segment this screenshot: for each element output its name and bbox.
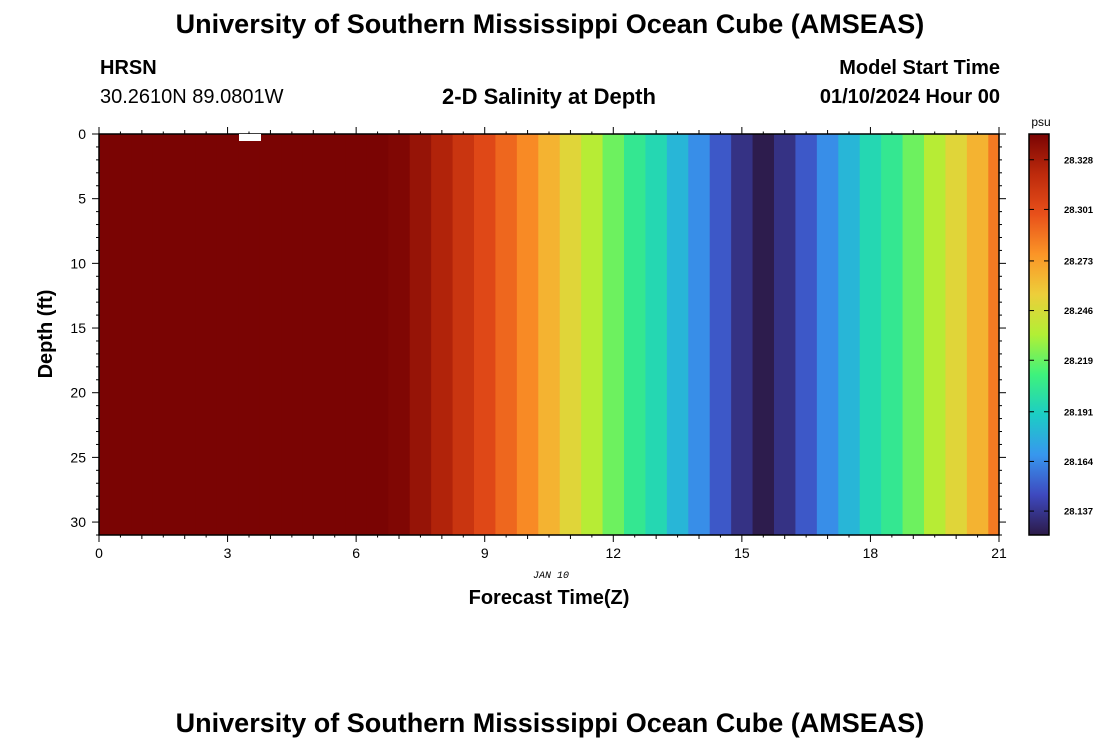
y-axis-label: Depth (ft) bbox=[35, 290, 57, 379]
heatmap-cell bbox=[602, 134, 625, 535]
heatmap-cell bbox=[495, 134, 518, 535]
heatmap-cell bbox=[902, 134, 925, 535]
heatmap-cell bbox=[345, 134, 368, 535]
heatmap-cell bbox=[538, 134, 561, 535]
heatmap-cell bbox=[409, 134, 432, 535]
x-tick-label: 9 bbox=[481, 545, 489, 561]
heatmap-cell bbox=[109, 134, 132, 535]
heatmap-cell bbox=[388, 134, 411, 535]
y-tick-label: 20 bbox=[70, 385, 86, 401]
model-start-label: Model Start Time bbox=[839, 57, 1000, 79]
heatmap-cell bbox=[474, 134, 497, 535]
x-tick-label: 0 bbox=[95, 545, 103, 561]
x-tick-label: 15 bbox=[734, 545, 750, 561]
colorbar-unit: psu bbox=[1031, 115, 1050, 129]
heatmap-cell bbox=[645, 134, 668, 535]
heatmap-cell bbox=[709, 134, 732, 535]
heatmap-cell bbox=[688, 134, 711, 535]
heatmap-cell bbox=[452, 134, 475, 535]
heatmap-cell bbox=[731, 134, 754, 535]
heatmap-cell bbox=[174, 134, 197, 535]
x-tick-label: 12 bbox=[605, 545, 621, 561]
heatmap-cell bbox=[924, 134, 947, 535]
chart-subtitle: 2-D Salinity at Depth bbox=[442, 84, 656, 109]
heatmap-cell bbox=[881, 134, 904, 535]
colorbar-tick-label: 28.301 bbox=[1064, 205, 1094, 216]
colorbar-frame bbox=[1028, 133, 1050, 536]
colorbar-tick-label: 28.219 bbox=[1064, 356, 1093, 367]
heatmap-cell bbox=[259, 134, 282, 535]
heatmap-cell bbox=[366, 134, 389, 535]
x-axis-label: Forecast Time(Z) bbox=[469, 587, 630, 609]
y-tick-label: 15 bbox=[70, 320, 86, 336]
heatmap-cell bbox=[302, 134, 325, 535]
heatmap-cells bbox=[99, 134, 1000, 535]
heatmap-cell bbox=[752, 134, 775, 535]
heatmap-cell bbox=[988, 134, 1000, 535]
heatmap-cell bbox=[216, 134, 239, 535]
heatmap-cell bbox=[99, 134, 111, 535]
colorbar-tick-label: 28.137 bbox=[1064, 507, 1093, 518]
heatmap-cell bbox=[152, 134, 175, 535]
colorbar-tick-label: 28.246 bbox=[1064, 306, 1093, 317]
heatmap-cell bbox=[838, 134, 861, 535]
y-tick-label: 0 bbox=[78, 126, 86, 142]
y-tick-label: 25 bbox=[70, 449, 86, 465]
y-tick-label: 5 bbox=[78, 191, 86, 207]
heatmap-cell bbox=[774, 134, 797, 535]
y-tick-label: 10 bbox=[70, 255, 86, 271]
heatmap-cell bbox=[559, 134, 582, 535]
station-coordinates: 30.2610N 89.0801W bbox=[100, 86, 284, 108]
heatmap-cell bbox=[324, 134, 347, 535]
heatmap-cell bbox=[795, 134, 818, 535]
heatmap-cell bbox=[516, 134, 539, 535]
heatmap-cell bbox=[581, 134, 604, 535]
x-tick-label: 6 bbox=[352, 545, 360, 561]
heatmap-cell bbox=[431, 134, 454, 535]
heatmap-cell bbox=[624, 134, 647, 535]
chart-title: University of Southern Mississippi Ocean… bbox=[175, 9, 925, 39]
colorbar-tick-label: 28.164 bbox=[1064, 457, 1094, 468]
colorbar-tick-label: 28.328 bbox=[1064, 155, 1093, 166]
model-start-value: 01/10/2024 Hour 00 bbox=[819, 86, 1000, 108]
x-tick-label: 18 bbox=[863, 545, 879, 561]
station-name: HRSN bbox=[100, 57, 157, 79]
x-tick-label: 3 bbox=[224, 545, 232, 561]
heatmap-cell bbox=[816, 134, 839, 535]
colorbar-tick-label: 28.273 bbox=[1064, 256, 1093, 267]
colorbar-gradient bbox=[1029, 134, 1049, 535]
heatmap-cell bbox=[195, 134, 218, 535]
x-tick-label: 21 bbox=[991, 545, 1007, 561]
chart-axes: 0 3 6 9 12 15 18 21 0 5 10 15 20 25 30 28.328 28.301 28.2… bbox=[70, 126, 1093, 561]
y-tick-label: 30 bbox=[70, 514, 86, 530]
surface-marker bbox=[239, 134, 261, 141]
date-label: JAN 10 bbox=[533, 571, 569, 582]
heatmap-cell bbox=[945, 134, 968, 535]
heatmap-cell bbox=[238, 134, 261, 535]
heatmap-cell bbox=[859, 134, 882, 535]
footer-title: University of Southern Mississippi Ocean… bbox=[175, 708, 925, 738]
colorbar-tick-label: 28.191 bbox=[1064, 407, 1094, 418]
heatmap-cell bbox=[131, 134, 154, 535]
heatmap-cell bbox=[966, 134, 989, 535]
heatmap-cell bbox=[281, 134, 304, 535]
heatmap-cell bbox=[666, 134, 689, 535]
